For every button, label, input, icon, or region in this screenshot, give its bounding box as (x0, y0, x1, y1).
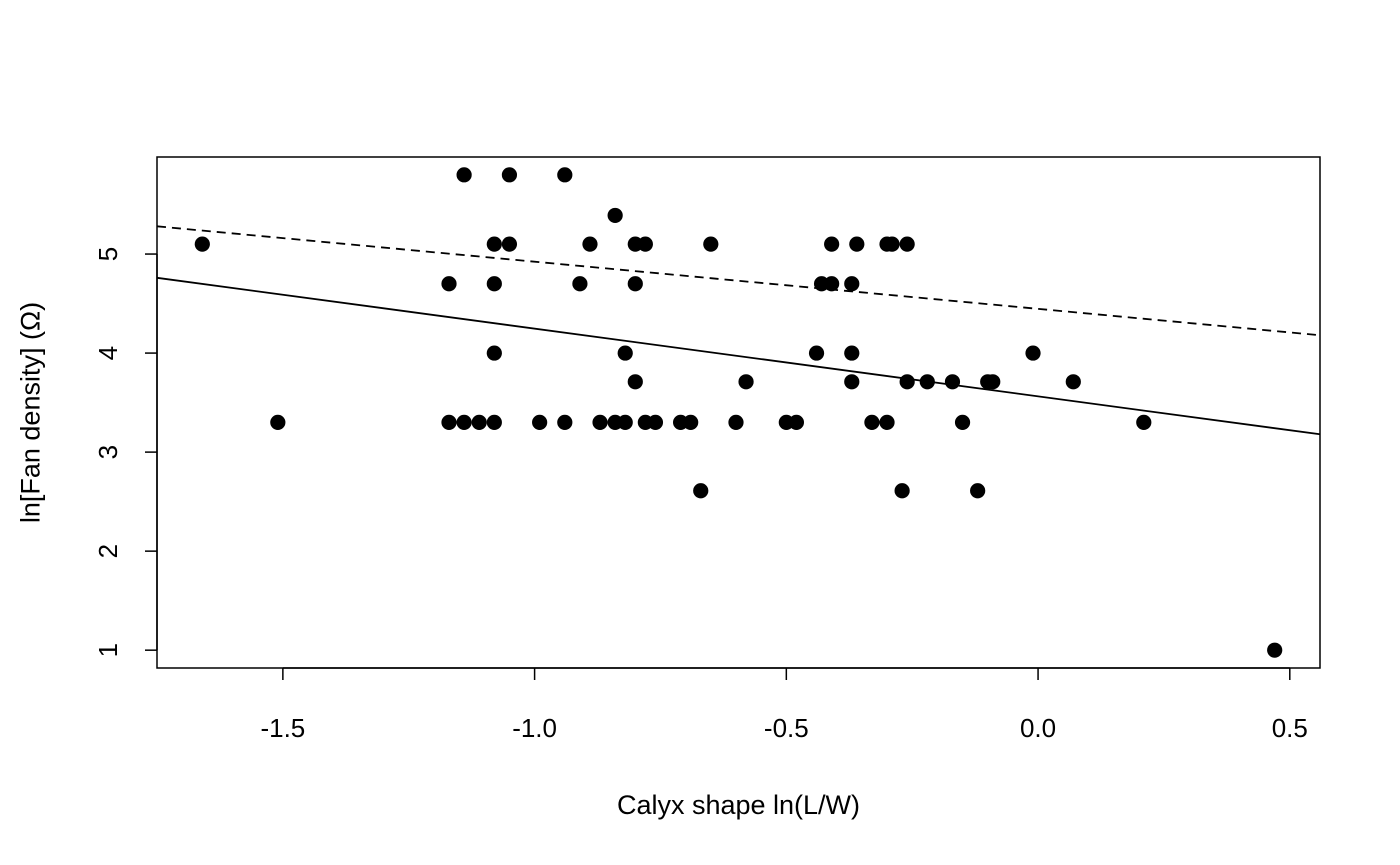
y-tick-label: 2 (93, 544, 123, 558)
x-tick-label: 0.5 (1272, 713, 1308, 743)
data-point (970, 483, 986, 499)
data-point (607, 207, 623, 224)
data-point (617, 345, 633, 361)
data-point (808, 345, 825, 361)
data-point (1267, 642, 1283, 658)
data-point (899, 236, 915, 252)
y-axis-title: ln[Fan density] (Ω) (15, 302, 45, 523)
x-tick-label: 0.0 (1020, 713, 1056, 743)
data-point (270, 414, 286, 431)
data-point (627, 276, 643, 292)
data-point (944, 374, 961, 390)
data-point (456, 414, 472, 431)
data-point (647, 414, 664, 431)
data-point (985, 374, 1001, 390)
data-point (501, 236, 518, 252)
x-tick-label: -1.5 (260, 713, 305, 743)
data-point (879, 414, 895, 431)
data-point (738, 374, 754, 390)
y-tick-label: 3 (93, 445, 123, 459)
data-point (486, 276, 502, 292)
x-tick-label: -0.5 (764, 713, 809, 743)
data-point (683, 414, 699, 431)
data-point (441, 276, 457, 292)
data-point (592, 414, 608, 431)
data-point (486, 236, 502, 252)
data-point (471, 414, 487, 431)
data-point (824, 236, 840, 252)
data-point (1025, 345, 1041, 361)
data-point (849, 236, 865, 252)
x-tick-label: -1.0 (512, 713, 557, 743)
data-point (617, 414, 633, 431)
data-point (501, 167, 518, 183)
x-axis: -1.5 -1.0 -0.5 0.0 0.5 (260, 667, 1308, 743)
data-point (582, 236, 598, 252)
data-point (532, 414, 548, 431)
data-point (693, 483, 709, 499)
data-point (441, 414, 457, 431)
data-point (844, 374, 860, 390)
data-point (557, 414, 573, 431)
data-point (728, 414, 744, 431)
data-point (899, 374, 915, 390)
data-point (884, 236, 900, 252)
y-tick-label: 5 (93, 247, 123, 261)
data-point (1136, 414, 1152, 431)
data-point (486, 345, 502, 361)
data-point (824, 276, 840, 292)
data-point (486, 414, 502, 431)
data-point (919, 374, 935, 390)
data-point (703, 236, 719, 252)
data-point (456, 167, 472, 183)
data-point (1065, 374, 1081, 390)
x-axis-title: Calyx shape ln(L/W) (617, 790, 860, 820)
regression-lines (156, 225, 1321, 436)
solid-fit-line (156, 276, 1321, 436)
data-point (894, 483, 910, 499)
data-point (557, 167, 573, 183)
data-point (572, 276, 588, 292)
data-point (788, 414, 804, 431)
data-point (864, 414, 880, 431)
data-point (627, 374, 643, 390)
data-point (637, 236, 653, 252)
data-points (194, 167, 1283, 658)
data-point (844, 345, 860, 361)
y-tick-label: 4 (93, 346, 123, 360)
data-point (954, 414, 971, 431)
data-point (844, 276, 860, 292)
y-tick-label: 1 (93, 643, 123, 657)
y-axis: 1 2 3 4 5 (93, 247, 158, 657)
data-point (194, 236, 210, 252)
